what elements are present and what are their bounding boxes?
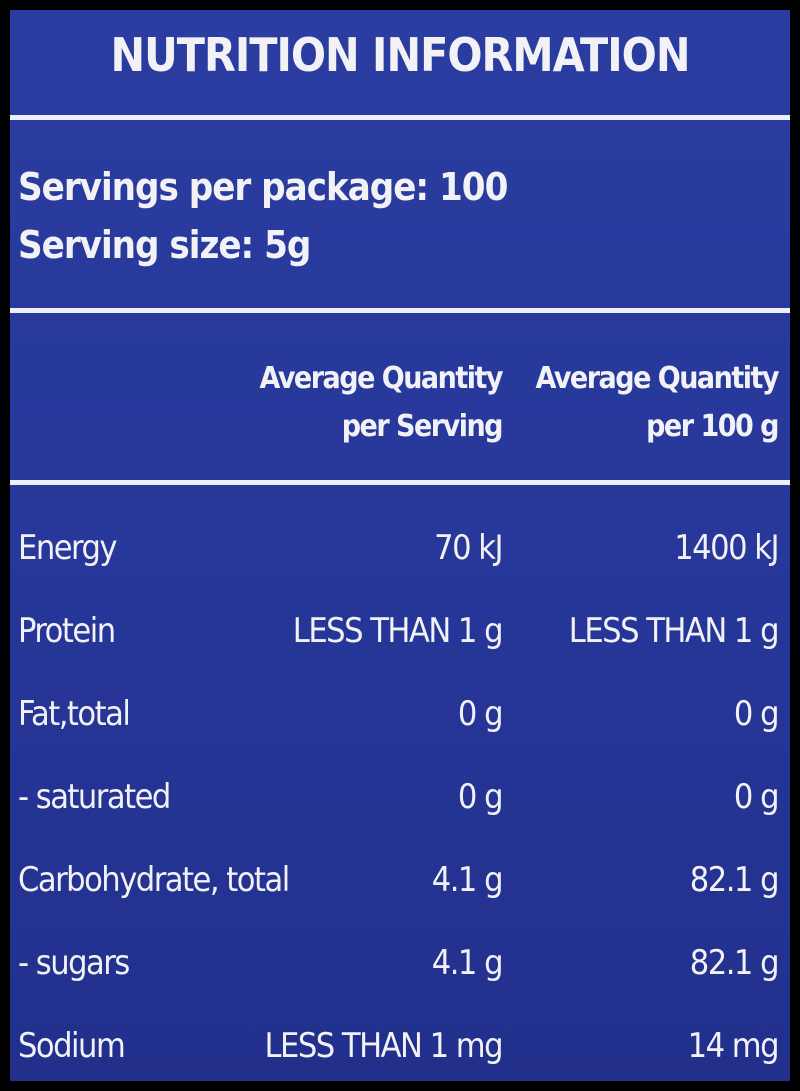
nutrient-value: 0 g — [733, 777, 780, 817]
nutrient-name: Protein — [18, 611, 116, 651]
table-row: Fat,total 0 g 0 g — [10, 694, 790, 754]
nutrient-value: 14 mg — [687, 1026, 780, 1066]
nutrient-value: 82.1 g — [689, 860, 780, 900]
table-row: Sodium LESS THAN 1 mg 14 mg — [10, 1026, 790, 1086]
table-row: Carbohydrate, total 4.1 g 82.1 g — [10, 860, 790, 920]
nutrient-value: LESS THAN 1 g — [568, 611, 780, 651]
divider — [10, 480, 790, 485]
column-header: Average Quantity per 100 g — [535, 361, 780, 444]
column-header: Average Quantity per Serving — [259, 361, 504, 444]
table-row: - saturated 0 g 0 g — [10, 777, 790, 837]
nutrient-value: 0 g — [457, 694, 504, 734]
servings-per-package: Servings per package: 100 — [18, 165, 508, 209]
nutrient-value: LESS THAN 1 g — [292, 611, 504, 651]
nutrient-name: - saturated — [18, 777, 171, 817]
nutrient-value: LESS THAN 1 mg — [264, 1026, 503, 1066]
nutrition-panel: NUTRITION INFORMATION Servings per packa… — [10, 10, 790, 1081]
table-row: Energy 70 kJ 1400 kJ — [10, 528, 790, 588]
divider — [10, 308, 790, 313]
nutrient-name: - sugars — [18, 943, 130, 983]
nutrient-value: 4.1 g — [431, 943, 504, 983]
divider — [10, 115, 790, 120]
nutrient-value: 0 g — [733, 694, 780, 734]
nutrient-value: 4.1 g — [431, 860, 504, 900]
nutrient-value: 82.1 g — [689, 943, 780, 983]
nutrient-value: 1400 kJ — [674, 528, 779, 568]
serving-size: Serving size: 5g — [18, 223, 311, 267]
nutrient-name: Fat,total — [18, 694, 131, 734]
nutrient-name: Sodium — [18, 1026, 126, 1066]
nutrient-value: 0 g — [457, 777, 504, 817]
nutrient-value: 70 kJ — [434, 528, 503, 568]
table-row: Protein LESS THAN 1 g LESS THAN 1 g — [10, 611, 790, 671]
nutrient-name: Energy — [18, 528, 118, 568]
table-row: - sugars 4.1 g 82.1 g — [10, 943, 790, 1003]
nutrient-name: Carbohydrate, total — [18, 860, 290, 900]
title: NUTRITION INFORMATION — [110, 28, 691, 82]
